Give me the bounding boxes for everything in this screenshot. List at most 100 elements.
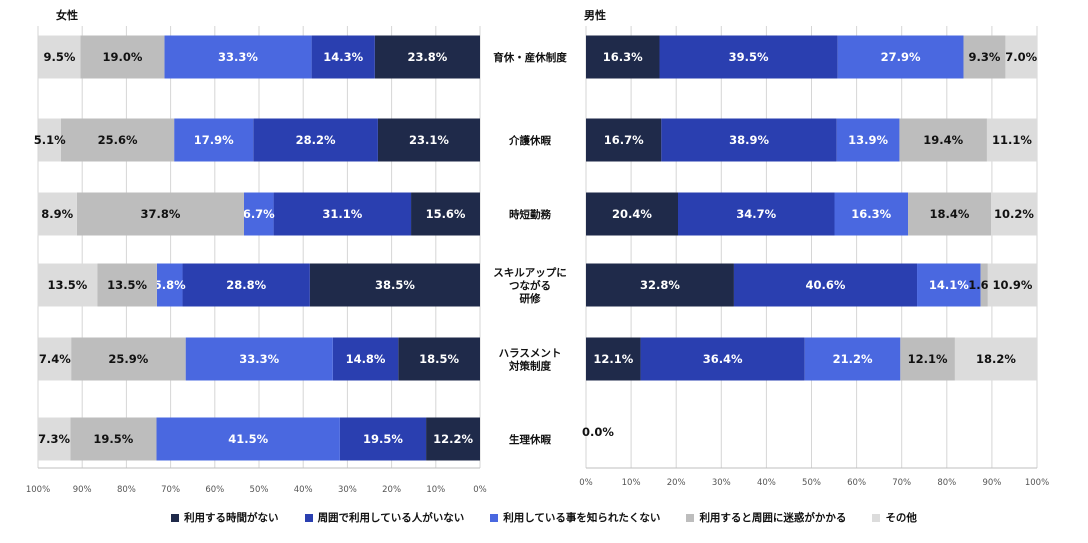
female-bar-segment [311, 35, 375, 79]
x-tick-label-left: 20% [382, 485, 401, 495]
male-bar-segment [733, 263, 918, 307]
legend-item: 利用すると周囲に迷惑がかかる [686, 510, 846, 525]
female-data-label: 14.8% [346, 352, 386, 366]
female-data-label: 7.3% [38, 432, 70, 446]
x-tick-label-right: 10% [622, 478, 641, 488]
female-bar-segment [38, 35, 81, 79]
x-tick-label-left: 0% [473, 485, 487, 495]
female-bar-segment [398, 337, 480, 381]
male-bar-segment [963, 35, 1006, 79]
female-data-label: 23.8% [407, 50, 447, 64]
male-bar-segment [586, 192, 679, 236]
female-bar-segment [253, 118, 378, 162]
legend-label: 利用している事を知られたくない [503, 512, 661, 524]
male-bar-segment [834, 192, 909, 236]
male-data-label: 27.9% [881, 50, 921, 64]
x-tick-label-right: 70% [892, 478, 911, 488]
x-tick-label-left: 40% [294, 485, 313, 495]
x-tick-label-right: 90% [982, 478, 1001, 488]
female-data-label: 23.1% [409, 133, 449, 147]
male-data-label: 19.4% [923, 133, 963, 147]
x-tick-label-right: 50% [802, 478, 821, 488]
male-bar-segment [640, 337, 805, 381]
female-bar-segment [38, 118, 61, 162]
female-bar-segment [80, 35, 165, 79]
male-bar-segment [980, 263, 988, 307]
female-bar-segment [273, 192, 412, 236]
female-data-label: 31.1% [322, 207, 362, 221]
male-data-label: 34.7% [736, 207, 776, 221]
female-bar-segment [339, 417, 427, 461]
x-tick-label-left: 100% [26, 485, 50, 495]
legend-swatch [171, 513, 180, 522]
x-tick-label-right: 60% [847, 478, 866, 488]
category-label: つながる [509, 279, 551, 292]
female-bar-segment [164, 35, 312, 79]
male-bar-segment [986, 118, 1037, 162]
x-tick-label-left: 80% [117, 485, 136, 495]
x-tick-label-left: 30% [338, 485, 357, 495]
x-tick-label-right: 30% [712, 478, 731, 488]
legend-label: その他 [885, 512, 917, 524]
male-bar-segment [661, 118, 837, 162]
male-bar-segment [586, 35, 660, 79]
male-data-label: 12.1% [908, 352, 948, 366]
female-data-label: 9.5% [43, 50, 75, 64]
female-data-label: 33.3% [218, 50, 258, 64]
male-bar-segment [990, 192, 1037, 236]
female-data-label: 41.5% [228, 432, 268, 446]
legend-item: その他 [872, 510, 917, 525]
female-data-label: 38.5% [375, 278, 415, 292]
female-data-label: 25.9% [108, 352, 148, 366]
male-bar-segment [1005, 35, 1037, 79]
female-data-label: 15.6% [426, 207, 466, 221]
male-data-label: 20.4% [612, 207, 652, 221]
female-bar-segment [97, 263, 157, 307]
female-data-label: 14.3% [323, 50, 363, 64]
legend-swatch [490, 513, 499, 522]
male-bar-segment [837, 35, 964, 79]
x-tick-label-left: 50% [250, 485, 269, 495]
female-bar-segment [156, 263, 183, 307]
female-bar-segment [38, 337, 72, 381]
female-data-label: 13.5% [47, 278, 87, 292]
legend-label: 利用する時間がない [184, 512, 279, 524]
female-bar-segment [37, 263, 98, 307]
female-data-label: 33.3% [239, 352, 279, 366]
male-bar-segment [804, 337, 901, 381]
male-data-label: 13.9% [848, 133, 888, 147]
male-data-label: 10.9% [992, 278, 1032, 292]
legend-swatch [872, 513, 881, 522]
male-bar-segment [678, 192, 835, 236]
female-bar-segment [377, 118, 480, 162]
legend: 利用する時間がない 周囲で利用している人がいない 利用している事を知られたくない 利用… [0, 510, 1088, 525]
female-data-label: 25.6% [98, 133, 138, 147]
x-tick-label-left: 60% [205, 485, 224, 495]
male-data-label: 10.2% [994, 207, 1034, 221]
male-data-label: 16.3% [603, 50, 643, 64]
female-data-label: 6.7% [243, 207, 275, 221]
female-bar-segment [309, 263, 480, 307]
legend-item: 周囲で利用している人がいない [304, 510, 464, 525]
x-tick-label-left: 90% [73, 485, 92, 495]
female-data-label: 13.5% [107, 278, 147, 292]
female-bar-segment [411, 192, 480, 236]
male-data-label: 9.3% [969, 50, 1001, 64]
male-bar-segment [836, 118, 900, 162]
male-bar-segment [954, 337, 1037, 381]
category-label: 介護休暇 [508, 134, 551, 147]
legend-label: 利用すると周囲に迷惑がかかる [699, 512, 847, 524]
female-data-label: 19.0% [102, 50, 142, 64]
female-bar-segment [174, 118, 254, 162]
female-data-label: 7.4% [39, 352, 71, 366]
female-data-label: 37.8% [140, 207, 180, 221]
male-bar-segment [586, 118, 662, 162]
male-data-label: 18.2% [976, 352, 1016, 366]
female-data-label: 19.5% [93, 432, 133, 446]
male-bar-segment [900, 337, 955, 381]
female-bar-segment [70, 417, 157, 461]
female-bar-segment [76, 192, 244, 236]
panel-title-female: 女性 [56, 8, 78, 22]
x-tick-label-right: 40% [757, 478, 776, 488]
category-label: 育休・産休制度 [493, 51, 567, 64]
